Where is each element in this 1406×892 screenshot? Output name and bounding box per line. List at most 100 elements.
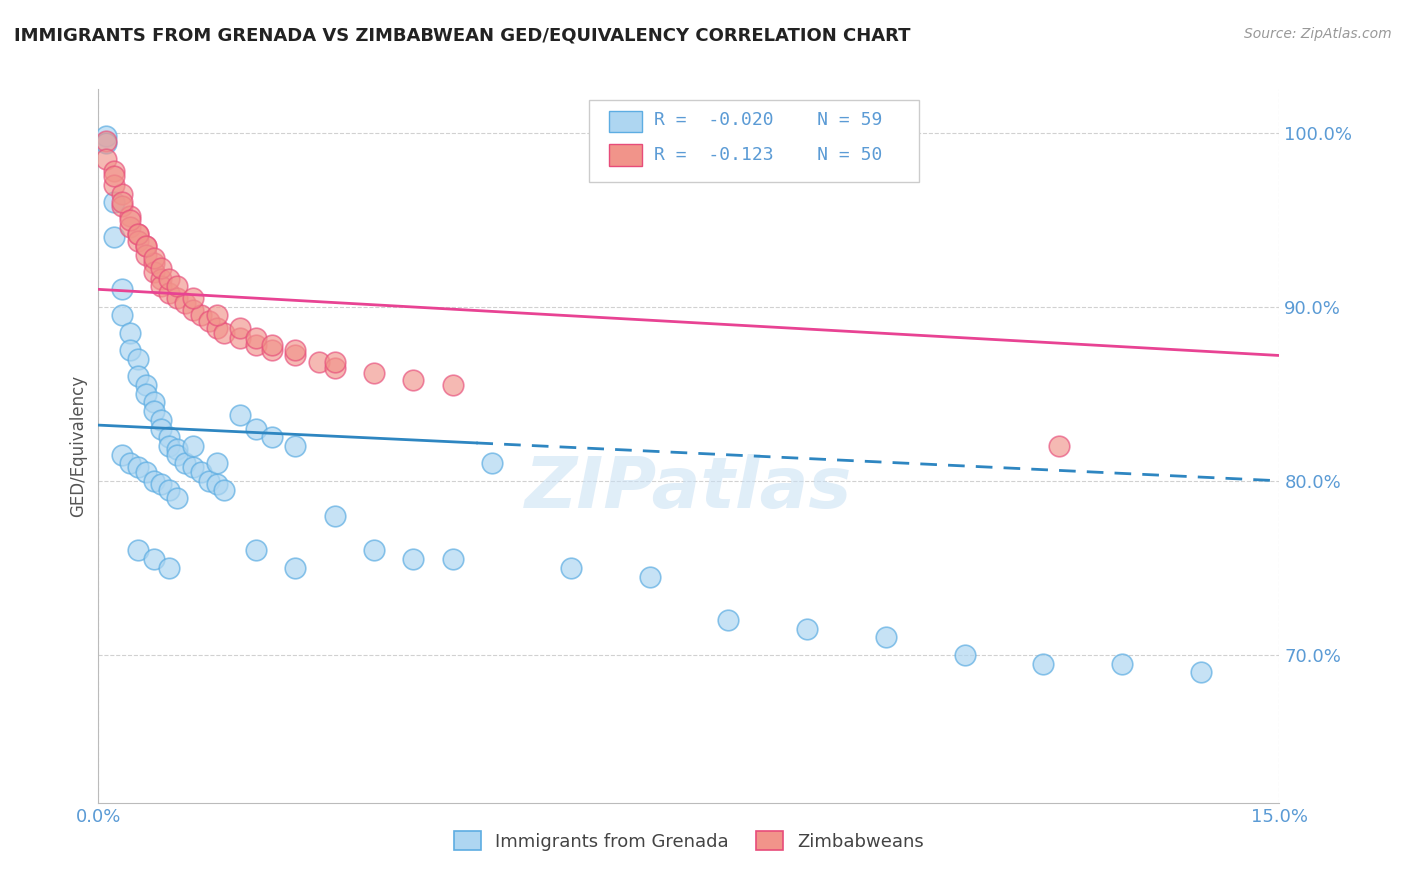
Point (111, 448, 134, 462)
Point (166, 448, 188, 462)
Point (363, 366, 385, 380)
Text: R =  -0.020    N = 59: R = -0.020 N = 59 (654, 111, 882, 128)
Point (229, 320, 252, 334)
Point (150, 477, 173, 491)
Point (166, 442, 188, 457)
Point (103, 164, 125, 178)
Point (142, 395, 165, 409)
Point (142, 404, 165, 418)
Point (135, 386, 157, 401)
Point (127, 369, 149, 384)
Point (142, 256, 165, 270)
Point (229, 331, 252, 345)
Point (157, 285, 180, 300)
Point (323, 508, 346, 523)
Point (111, 199, 134, 213)
Point (111, 186, 134, 201)
Text: ZIPatlas: ZIPatlas (526, 454, 852, 524)
Point (127, 459, 149, 474)
Text: Source: ZipAtlas.com: Source: ZipAtlas.com (1244, 27, 1392, 41)
Point (103, 230, 125, 244)
Text: IMMIGRANTS FROM GRENADA VS ZIMBABWEAN GED/EQUIVALENCY CORRELATION CHART: IMMIGRANTS FROM GRENADA VS ZIMBABWEAN GE… (14, 27, 911, 45)
Point (205, 309, 228, 323)
Point (1189, 665, 1212, 680)
Point (142, 552, 165, 566)
Point (157, 561, 180, 575)
Point (245, 421, 267, 435)
Point (1047, 439, 1070, 453)
Point (166, 291, 188, 305)
Point (953, 648, 976, 662)
Point (181, 459, 204, 474)
Point (284, 343, 307, 358)
Point (96, 135, 118, 149)
Legend: Immigrants from Grenada, Zimbabweans: Immigrants from Grenada, Zimbabweans (447, 824, 931, 858)
Point (103, 169, 125, 184)
Point (560, 561, 582, 575)
Point (150, 278, 173, 293)
Point (96, 152, 118, 166)
Point (127, 234, 149, 248)
Point (157, 430, 180, 444)
Point (284, 349, 307, 363)
Point (157, 272, 180, 286)
Point (118, 212, 141, 227)
Point (197, 314, 219, 328)
Point (796, 622, 818, 636)
Point (205, 477, 228, 491)
Point (96, 136, 118, 150)
Point (481, 457, 503, 471)
Point (174, 296, 197, 310)
Point (181, 439, 204, 453)
Point (717, 613, 740, 627)
Point (166, 278, 188, 293)
Point (150, 261, 173, 276)
Point (111, 195, 134, 210)
Point (260, 430, 283, 444)
Point (638, 569, 661, 583)
Point (441, 378, 464, 392)
Point (135, 378, 157, 392)
Point (135, 247, 157, 261)
Point (1032, 657, 1054, 671)
Point (260, 338, 283, 352)
Point (245, 543, 267, 558)
Point (284, 439, 307, 453)
Point (111, 309, 134, 323)
Point (135, 465, 157, 479)
Point (157, 439, 180, 453)
Point (402, 373, 425, 387)
Point (127, 227, 149, 241)
Point (103, 195, 125, 210)
Point (308, 355, 330, 369)
Point (103, 178, 125, 192)
Point (142, 474, 165, 488)
Point (214, 483, 236, 497)
Point (323, 355, 346, 369)
Point (245, 331, 267, 345)
Point (197, 474, 219, 488)
Point (118, 219, 141, 234)
Point (118, 343, 141, 358)
Point (127, 543, 149, 558)
Point (135, 239, 157, 253)
Point (118, 326, 141, 340)
Point (157, 483, 180, 497)
Point (284, 561, 307, 575)
Point (127, 227, 149, 241)
Text: R =  -0.123    N = 50: R = -0.123 N = 50 (654, 146, 882, 164)
Point (190, 465, 212, 479)
FancyBboxPatch shape (609, 111, 641, 132)
Point (118, 457, 141, 471)
Point (875, 631, 897, 645)
Point (135, 239, 157, 253)
Point (118, 209, 141, 223)
Point (142, 265, 165, 279)
Point (402, 552, 425, 566)
Point (1111, 657, 1133, 671)
FancyBboxPatch shape (589, 100, 920, 182)
Point (229, 408, 252, 422)
Point (127, 351, 149, 366)
Point (205, 320, 228, 334)
Point (363, 543, 385, 558)
